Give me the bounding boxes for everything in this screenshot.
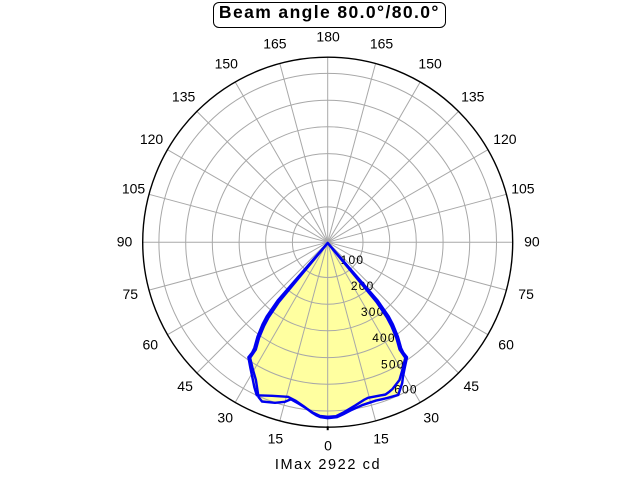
svg-text:180: 180	[316, 29, 340, 45]
svg-text:30: 30	[423, 410, 439, 426]
svg-text:75: 75	[123, 286, 139, 302]
svg-text:15: 15	[268, 431, 284, 447]
svg-text:300: 300	[361, 305, 385, 319]
svg-text:45: 45	[464, 378, 480, 394]
svg-text:165: 165	[370, 36, 394, 52]
svg-text:135: 135	[172, 89, 196, 105]
svg-text:165: 165	[263, 36, 287, 52]
svg-text:135: 135	[461, 89, 485, 105]
svg-text:400: 400	[372, 331, 396, 345]
svg-text:500: 500	[381, 358, 405, 372]
svg-text:120: 120	[140, 131, 164, 147]
svg-text:15: 15	[373, 431, 389, 447]
svg-text:150: 150	[418, 56, 442, 72]
svg-text:90: 90	[524, 233, 540, 249]
svg-text:45: 45	[177, 378, 193, 394]
svg-text:105: 105	[122, 180, 146, 196]
svg-text:60: 60	[498, 336, 514, 352]
svg-text:90: 90	[117, 233, 133, 249]
svg-text:75: 75	[518, 286, 534, 302]
svg-text:150: 150	[215, 56, 239, 72]
svg-text:60: 60	[143, 336, 159, 352]
svg-text:0: 0	[324, 437, 332, 453]
svg-text:105: 105	[511, 180, 535, 196]
svg-text:30: 30	[217, 410, 233, 426]
svg-text:120: 120	[493, 131, 517, 147]
